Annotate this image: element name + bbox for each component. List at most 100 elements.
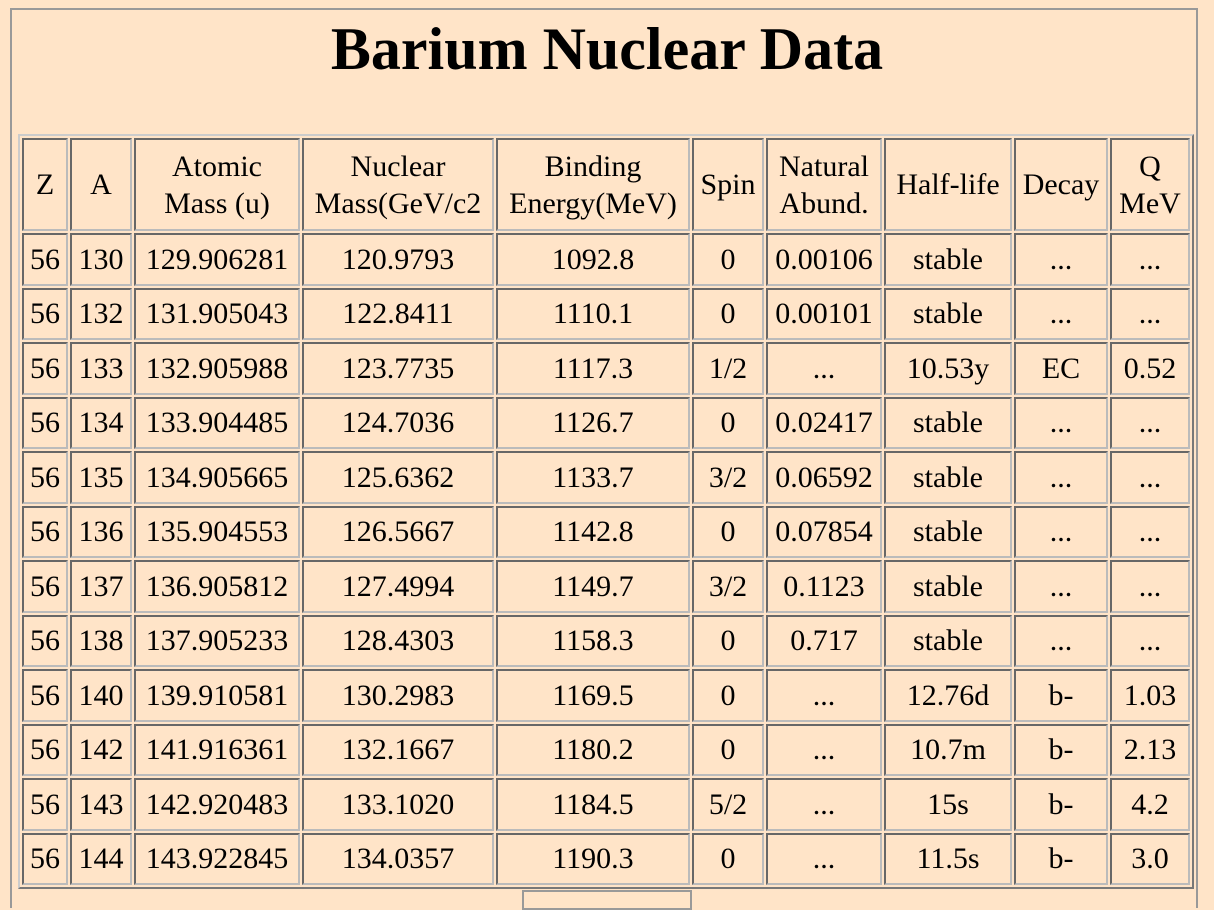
table-cell: 128.4303 <box>302 614 494 667</box>
table-cell: 137.905233 <box>134 614 300 667</box>
table-cell: b- <box>1014 723 1108 776</box>
header-cell: Atomic Mass (u) <box>134 138 300 231</box>
table-cell: 1142.8 <box>496 505 690 558</box>
table-cell: 0 <box>692 396 764 449</box>
table-row: 56 134 133.904485 124.7036 1126.7 0 0.02417 sta… <box>22 396 1190 449</box>
table-body: 56 130 129.906281 120.9793 1092.8 0 0.00106 sta… <box>22 233 1190 885</box>
table-cell: 0 <box>692 505 764 558</box>
table-head: Z A Atomic Mass (u) Nuclear Mass(GeV/c2 Bind… <box>22 138 1190 231</box>
table-cell: ... <box>766 832 882 885</box>
table-cell: 131.905043 <box>134 287 300 340</box>
table-cell: 3.0 <box>1110 832 1190 885</box>
table-cell: ... <box>1014 614 1108 667</box>
table-cell: 10.53y <box>884 342 1012 395</box>
table-cell: 132.1667 <box>302 723 494 776</box>
table-cell: ... <box>1014 233 1108 286</box>
table-cell: 56 <box>22 669 68 722</box>
header-row: Z A Atomic Mass (u) Nuclear Mass(GeV/c2 Bind… <box>22 138 1190 231</box>
table-cell: ... <box>1014 396 1108 449</box>
table-cell: 127.4994 <box>302 560 494 613</box>
table-row: 56 130 129.906281 120.9793 1092.8 0 0.00106 sta… <box>22 233 1190 286</box>
table-cell: ... <box>1110 233 1190 286</box>
table-cell: 1/2 <box>692 342 764 395</box>
table-cell: 2.13 <box>1110 723 1190 776</box>
table-cell: 142.920483 <box>134 778 300 831</box>
table-cell: 0.02417 <box>766 396 882 449</box>
table-cell: 0.52 <box>1110 342 1190 395</box>
header-cell: Spin <box>692 138 764 231</box>
table-cell: 56 <box>22 560 68 613</box>
table-cell: 5/2 <box>692 778 764 831</box>
table-cell: 1149.7 <box>496 560 690 613</box>
table-cell: 144 <box>70 832 132 885</box>
table-cell: ... <box>766 723 882 776</box>
table-row: 56 144 143.922845 134.0357 1190.3 0... 11.5s b-… <box>22 832 1190 885</box>
table-row: 56 142 141.916361 132.1667 1180.2 0... 10.7m b-… <box>22 723 1190 776</box>
table-cell: 56 <box>22 287 68 340</box>
table-cell: 134.905665 <box>134 451 300 504</box>
table-cell: 136.905812 <box>134 560 300 613</box>
table-cell: ... <box>1110 560 1190 613</box>
table-cell: 56 <box>22 451 68 504</box>
header-cell: A <box>70 138 132 231</box>
table-cell: 0 <box>692 287 764 340</box>
table-cell: ... <box>766 778 882 831</box>
table-cell: stable <box>884 614 1012 667</box>
table-cell: 0.06592 <box>766 451 882 504</box>
table-cell: stable <box>884 451 1012 504</box>
table-cell: 1190.3 <box>496 832 690 885</box>
header-cell: Decay <box>1014 138 1108 231</box>
table-cell: 143.922845 <box>134 832 300 885</box>
table-cell: 0 <box>692 233 764 286</box>
table-cell: 56 <box>22 832 68 885</box>
table-cell: 1117.3 <box>496 342 690 395</box>
table-cell: 134 <box>70 396 132 449</box>
table-cell: 1126.7 <box>496 396 690 449</box>
table-cell: b- <box>1014 778 1108 831</box>
table-cell: 0.00106 <box>766 233 882 286</box>
table-cell: ... <box>1014 505 1108 558</box>
table-cell: 1.03 <box>1110 669 1190 722</box>
table-cell: 1169.5 <box>496 669 690 722</box>
table-cell: 129.906281 <box>134 233 300 286</box>
table-cell: ... <box>1110 396 1190 449</box>
table-cell: 11.5s <box>884 832 1012 885</box>
table-cell: 141.916361 <box>134 723 300 776</box>
header-cell: Z <box>22 138 68 231</box>
table-cell: stable <box>884 233 1012 286</box>
table-cell: 124.7036 <box>302 396 494 449</box>
table-cell: ... <box>1110 505 1190 558</box>
table-cell: ... <box>1014 451 1108 504</box>
bottom-box <box>522 890 692 910</box>
table-cell: 56 <box>22 778 68 831</box>
table-cell: 1133.7 <box>496 451 690 504</box>
table-cell: ... <box>766 669 882 722</box>
header-cell: Nuclear Mass(GeV/c2 <box>302 138 494 231</box>
table-cell: 135 <box>70 451 132 504</box>
table-cell: 135.904553 <box>134 505 300 558</box>
table-row: 56 140 139.910581 130.2983 1169.5 0... 12.76d b… <box>22 669 1190 722</box>
table-cell: 0 <box>692 614 764 667</box>
title: Barium Nuclear Data <box>330 16 884 82</box>
table-cell: 138 <box>70 614 132 667</box>
table-row: 56 132 131.905043 122.8411 1110.1 0 0.00101 sta… <box>22 287 1190 340</box>
table-cell: 126.5667 <box>302 505 494 558</box>
table-cell: stable <box>884 396 1012 449</box>
table-cell: ... <box>1110 451 1190 504</box>
table-cell: 130.2983 <box>302 669 494 722</box>
table-cell: 122.8411 <box>302 287 494 340</box>
table-cell: 142 <box>70 723 132 776</box>
table-cell: 1180.2 <box>496 723 690 776</box>
table-cell: 15s <box>884 778 1012 831</box>
table-cell: stable <box>884 560 1012 613</box>
table-cell: 132.905988 <box>134 342 300 395</box>
table-row: 56 135 134.905665 125.6362 1133.7 3/2 0.06592 s… <box>22 451 1190 504</box>
table-cell: 120.9793 <box>302 233 494 286</box>
table-cell: stable <box>884 505 1012 558</box>
table-cell: 0 <box>692 723 764 776</box>
table-cell: 139.910581 <box>134 669 300 722</box>
table-cell: 123.7735 <box>302 342 494 395</box>
table-cell: 56 <box>22 342 68 395</box>
